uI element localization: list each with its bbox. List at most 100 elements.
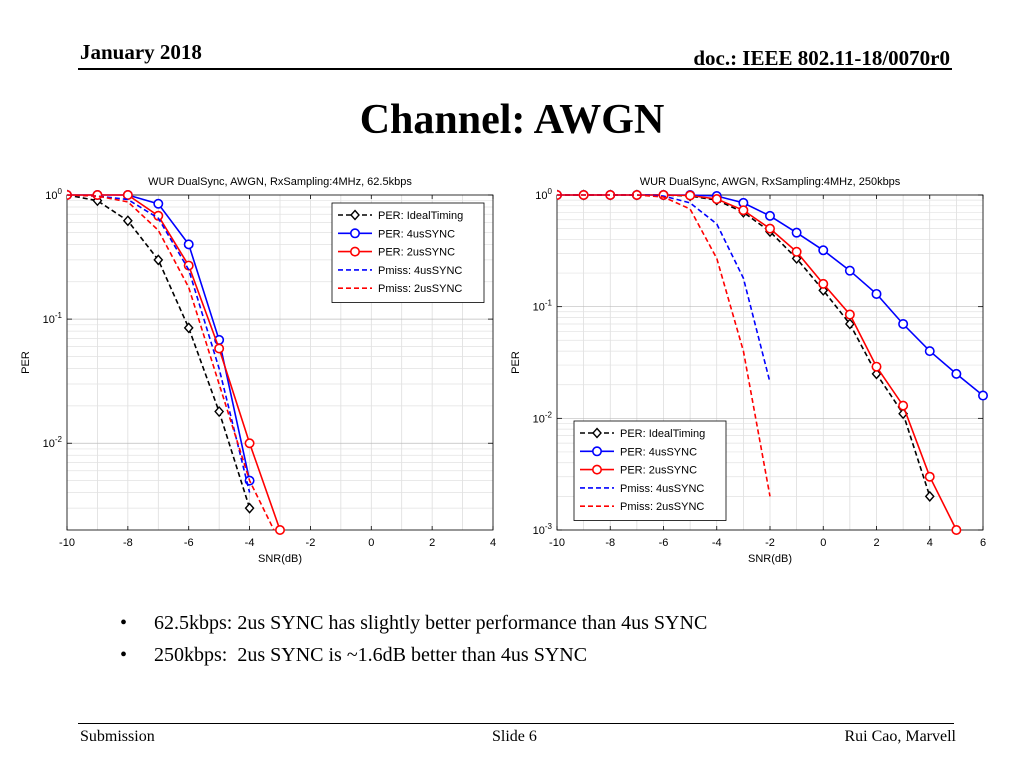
data-point bbox=[764, 210, 775, 221]
x-tick-label: 2 bbox=[429, 537, 435, 549]
legend-label: PER: 2usSYNC bbox=[378, 247, 455, 259]
legend-marker bbox=[592, 446, 603, 457]
data-point bbox=[214, 343, 225, 354]
data-point bbox=[924, 471, 935, 482]
x-tick-label: -6 bbox=[659, 537, 669, 549]
legend: PER: IdealTiming PER: 4usSYNC PER: 2usSYNC… bbox=[331, 202, 485, 303]
y-tick-label: 100 bbox=[535, 187, 552, 202]
x-tick-label: 6 bbox=[980, 537, 986, 549]
series-line bbox=[67, 194, 251, 493]
data-point bbox=[183, 239, 194, 250]
y-tick-label: 10-1 bbox=[43, 311, 63, 326]
header-date: January 2018 bbox=[80, 40, 202, 64]
x-tick-label: 0 bbox=[368, 537, 374, 549]
x-tick-label: -8 bbox=[605, 537, 615, 549]
chart-title: WUR DualSync, AWGN, RxSampling:4MHz, 250… bbox=[640, 176, 901, 188]
data-point bbox=[871, 288, 882, 299]
legend-label: PER: 4usSYNC bbox=[378, 228, 455, 240]
data-point bbox=[898, 400, 909, 411]
x-tick-label: -4 bbox=[245, 537, 255, 549]
data-point bbox=[658, 189, 669, 200]
data-point bbox=[685, 190, 696, 201]
data-point bbox=[274, 524, 285, 535]
header-divider bbox=[78, 68, 952, 70]
data-point bbox=[871, 361, 882, 372]
y-axis-label: PER bbox=[20, 351, 32, 374]
legend-label: Pmiss: 2usSYNC bbox=[378, 283, 462, 295]
legend-marker bbox=[350, 209, 360, 221]
data-point bbox=[738, 205, 749, 216]
header-doc-id: doc.: IEEE 802.11-18/0070r0 bbox=[693, 46, 950, 70]
data-point bbox=[951, 368, 962, 379]
data-point bbox=[92, 189, 103, 200]
series-pmiss-2ussync bbox=[67, 194, 275, 531]
series-line bbox=[67, 194, 281, 531]
data-point bbox=[951, 524, 962, 535]
data-point bbox=[844, 309, 855, 320]
legend-label: PER: 4usSYNC bbox=[620, 446, 697, 458]
chart-62-5kbps: -10 -8 -6 -4 -2 0 2 4 100 10-1 10-2 WUR DualSync, A… bbox=[20, 176, 496, 565]
bullet-dot-icon: • bbox=[120, 612, 128, 634]
data-point bbox=[122, 189, 133, 200]
y-tick-label: 10-2 bbox=[43, 435, 63, 450]
footer-author: Rui Cao, Marvell bbox=[844, 728, 956, 745]
y-tick-label: 10-2 bbox=[533, 410, 553, 425]
data-point bbox=[924, 490, 935, 502]
y-axis-label: PER bbox=[510, 351, 522, 374]
bullet-dot-icon: • bbox=[120, 644, 128, 666]
legend-marker bbox=[349, 246, 360, 257]
bullet-list: • 62.5kbps: 2us SYNC has slightly better … bbox=[120, 612, 707, 676]
data-point bbox=[871, 368, 882, 380]
chart-title: WUR DualSync, AWGN, RxSampling:4MHz, 62.… bbox=[148, 176, 412, 188]
legend-label: Pmiss: 4usSYNC bbox=[620, 483, 704, 495]
data-point bbox=[764, 223, 775, 234]
legend-marker bbox=[592, 464, 603, 475]
data-point bbox=[214, 406, 225, 418]
chart-250kbps: -10 -8 -6 -4 -2 0 2 4 6 100 10-1 10-2 10-3 WUR DualSy… bbox=[510, 176, 988, 565]
x-tick-label: 4 bbox=[490, 537, 496, 549]
data-point bbox=[183, 322, 194, 334]
bullet-text: 62.5kbps: 2us SYNC has slightly better p… bbox=[154, 612, 708, 634]
data-point bbox=[153, 254, 164, 266]
bullet-text: 250kbps: 2us SYNC is ~1.6dB better than … bbox=[154, 644, 588, 666]
data-point bbox=[844, 318, 855, 330]
data-point bbox=[791, 227, 802, 238]
x-tick-label: -10 bbox=[59, 537, 75, 549]
legend-label: PER: 2usSYNC bbox=[620, 465, 697, 477]
x-tick-label: 2 bbox=[873, 537, 879, 549]
legend-label: Pmiss: 4usSYNC bbox=[378, 265, 462, 277]
bullet-item: • 62.5kbps: 2us SYNC has slightly better … bbox=[120, 612, 707, 635]
data-point bbox=[244, 438, 255, 449]
series-line bbox=[557, 194, 771, 497]
data-point bbox=[924, 346, 935, 357]
x-tick-label: -2 bbox=[306, 537, 316, 549]
data-point bbox=[711, 194, 722, 205]
x-tick-label: -10 bbox=[549, 537, 565, 549]
series-pmiss-4ussync bbox=[67, 194, 251, 493]
footer-submission: Submission bbox=[80, 728, 155, 745]
data-point bbox=[122, 215, 133, 227]
x-tick-label: -4 bbox=[712, 537, 722, 549]
footer-slide-number: Slide 6 bbox=[492, 728, 537, 745]
data-point bbox=[977, 390, 988, 401]
data-point bbox=[791, 246, 802, 257]
y-tick-label: 10-1 bbox=[533, 299, 553, 314]
legend-label: PER: IdealTiming bbox=[620, 428, 705, 440]
bullet-item: • 250kbps: 2us SYNC is ~1.6dB better than… bbox=[120, 644, 707, 667]
legend-label: PER: IdealTiming bbox=[378, 210, 463, 222]
x-tick-label: 0 bbox=[820, 537, 826, 549]
data-point bbox=[244, 502, 255, 514]
x-tick-label: -2 bbox=[765, 537, 775, 549]
x-tick-label: -8 bbox=[123, 537, 133, 549]
series-pmiss-2ussync bbox=[557, 194, 771, 497]
data-point bbox=[818, 278, 829, 289]
legend-marker bbox=[592, 427, 602, 439]
legend-label: Pmiss: 2usSYNC bbox=[620, 501, 704, 513]
data-point bbox=[898, 318, 909, 329]
slide-title: Channel: AWGN bbox=[359, 97, 665, 143]
y-tick-label: 100 bbox=[45, 187, 62, 202]
data-point bbox=[844, 265, 855, 276]
footer-divider bbox=[78, 723, 954, 724]
data-point bbox=[818, 245, 829, 256]
x-tick-label: 4 bbox=[927, 537, 933, 549]
